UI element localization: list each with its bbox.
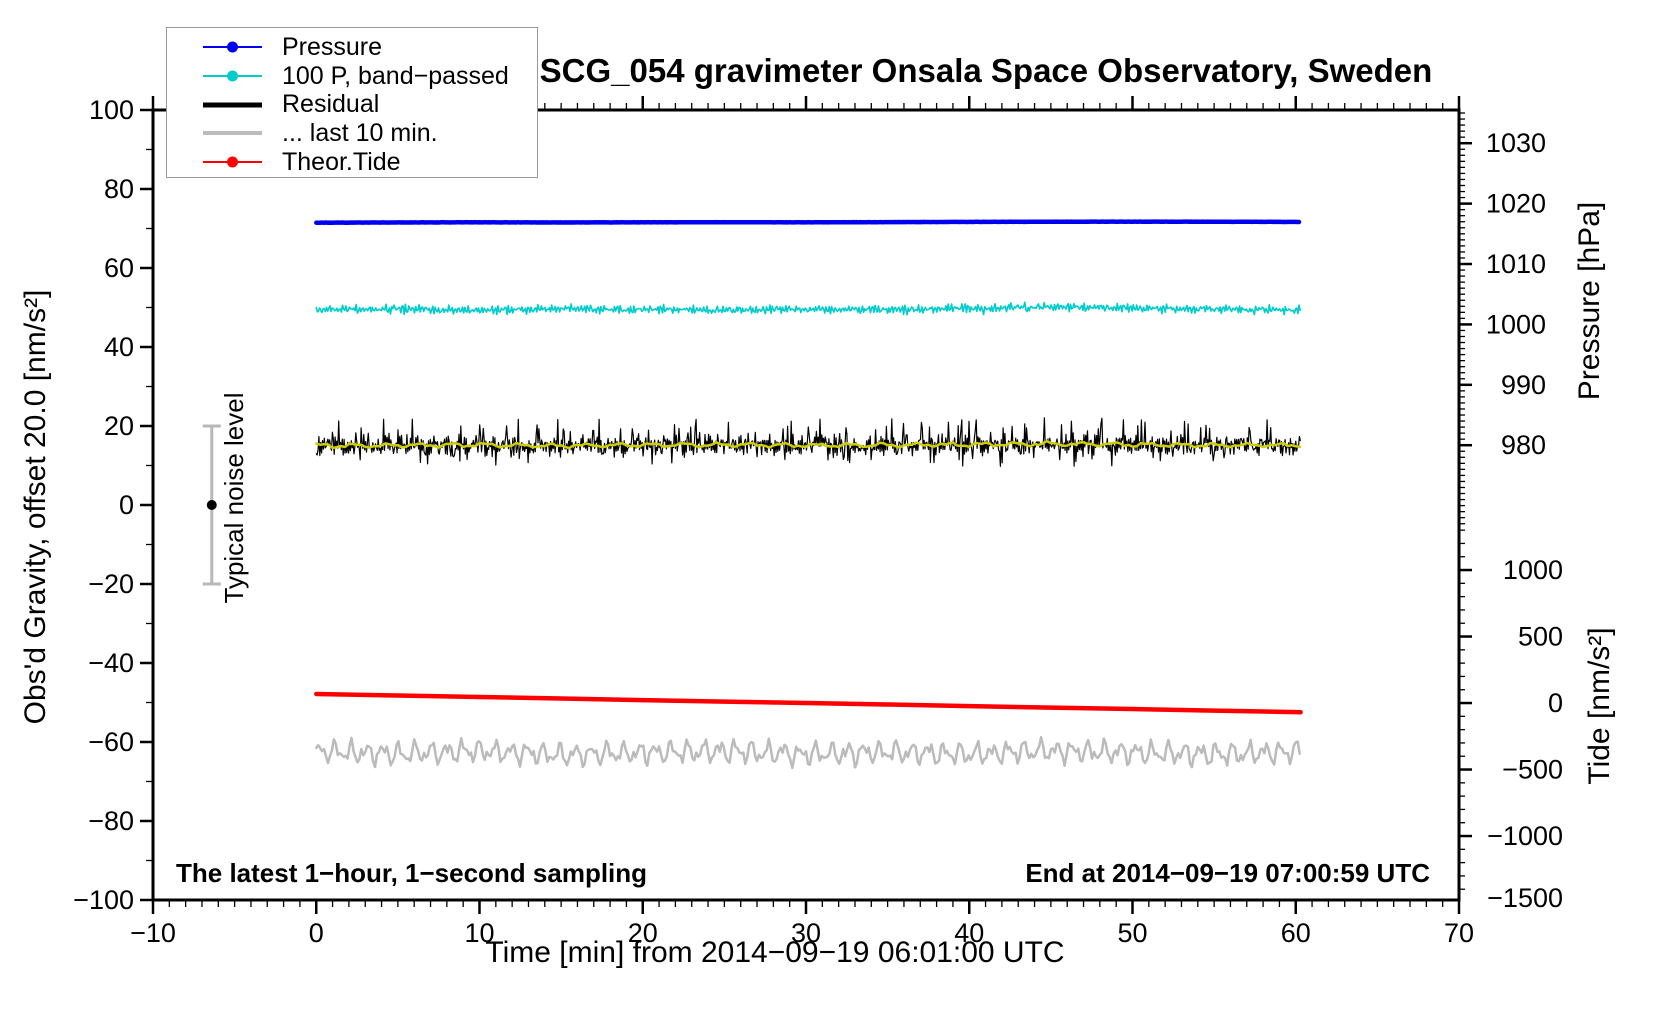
legend-item-last10min: ... last 10 min. [203, 119, 537, 148]
svg-text:500: 500 [1518, 622, 1563, 652]
legend-item-label: 100 P, band−passed [282, 61, 509, 90]
legend-item-pressure: Pressure [203, 33, 537, 62]
axis-ticks [140, 96, 1472, 914]
svg-text:−20: −20 [88, 569, 134, 599]
svg-text:−1500: −1500 [1487, 883, 1563, 913]
svg-text:10: 10 [464, 918, 494, 948]
svg-text:−100: −100 [73, 885, 134, 915]
svg-text:40: 40 [954, 918, 984, 948]
legend-item-label: Pressure [282, 32, 383, 61]
legend-line-sample [203, 63, 263, 89]
pressure-axis-title: Pressure [hPa] [1573, 201, 1606, 401]
plot-frame [151, 108, 1461, 902]
svg-text:40: 40 [104, 332, 134, 362]
series-100-p-band-passed [315, 301, 1301, 316]
svg-text:60: 60 [1281, 918, 1311, 948]
svg-text:0: 0 [309, 918, 324, 948]
left-axis-title: Obs'd Gravity, offset 20.0 [nm/s²] [19, 289, 52, 725]
svg-text:−500: −500 [1502, 755, 1563, 785]
svg-text:1000: 1000 [1486, 309, 1546, 339]
legend-item-label: Theor.Tide [282, 147, 401, 176]
legend-item-label: ... last 10 min. [282, 118, 438, 147]
sampling-note: The latest 1−hour, 1−second sampling [176, 858, 648, 888]
tick-labels: −10 0 10 20 30 40 50 60 70100806040200−20−40−60−… [73, 95, 1563, 948]
svg-text:990: 990 [1501, 370, 1546, 400]
legend-line-sample [203, 120, 263, 146]
legend-item-theortide: Theor.Tide [203, 148, 537, 177]
svg-text:1000: 1000 [1503, 555, 1563, 585]
tide-axis-title: Tide [nm/s²] [1583, 627, 1616, 785]
svg-text:70: 70 [1444, 918, 1474, 948]
noise-level-label: Typical noise level [219, 392, 249, 604]
series-residual-smoothed [315, 439, 1302, 450]
legend-line-sample [203, 149, 263, 175]
end-time-note: End at 2014−09−19 07:00:59 UTC [1025, 858, 1430, 888]
svg-text:−40: −40 [88, 648, 134, 678]
svg-text:1030: 1030 [1486, 128, 1546, 158]
svg-text:0: 0 [119, 490, 134, 520]
x-axis-title: Time [min] from 2014−09−19 06:01:00 UTC [485, 936, 1065, 969]
svg-text:100: 100 [89, 95, 134, 125]
svg-text:−80: −80 [88, 806, 134, 836]
svg-text:−1000: −1000 [1487, 821, 1563, 851]
series-residual [315, 417, 1301, 467]
legend-sample-glyph [203, 131, 262, 136]
svg-text:−60: −60 [88, 727, 134, 757]
legend-sample-glyph [203, 102, 262, 108]
svg-text:1020: 1020 [1486, 189, 1546, 219]
data-series [314, 219, 1303, 770]
legend-line-sample [203, 34, 263, 60]
svg-text:60: 60 [104, 253, 134, 283]
legend-item-label: Residual [282, 90, 380, 119]
svg-text:30: 30 [791, 918, 821, 948]
series-theor-tide [314, 691, 1303, 715]
svg-text:980: 980 [1501, 430, 1546, 460]
svg-text:0: 0 [1548, 688, 1563, 718]
legend-line-sample [203, 92, 263, 118]
svg-text:20: 20 [104, 411, 134, 441]
legend-sample-glyph [203, 70, 262, 82]
svg-text:50: 50 [1117, 918, 1147, 948]
svg-text:1010: 1010 [1486, 249, 1546, 279]
svg-text:20: 20 [628, 918, 658, 948]
legend: Pressure 100 P, band−passed Residual ...… [166, 27, 538, 178]
legend-sample-glyph [203, 41, 262, 53]
legend-item-residual: Residual [203, 90, 537, 119]
svg-text:80: 80 [104, 174, 134, 204]
series-pressure [314, 219, 1302, 225]
legend-sample-glyph [203, 156, 262, 168]
page-title: SCG_054 gravimeter Onsala Space Observat… [539, 52, 1433, 89]
legend-item-bandpassed: 100 P, band−passed [203, 62, 537, 91]
svg-text:−10: −10 [130, 918, 176, 948]
noise-level-marker [202, 424, 221, 586]
series-residual-last-10-min [315, 735, 1301, 770]
